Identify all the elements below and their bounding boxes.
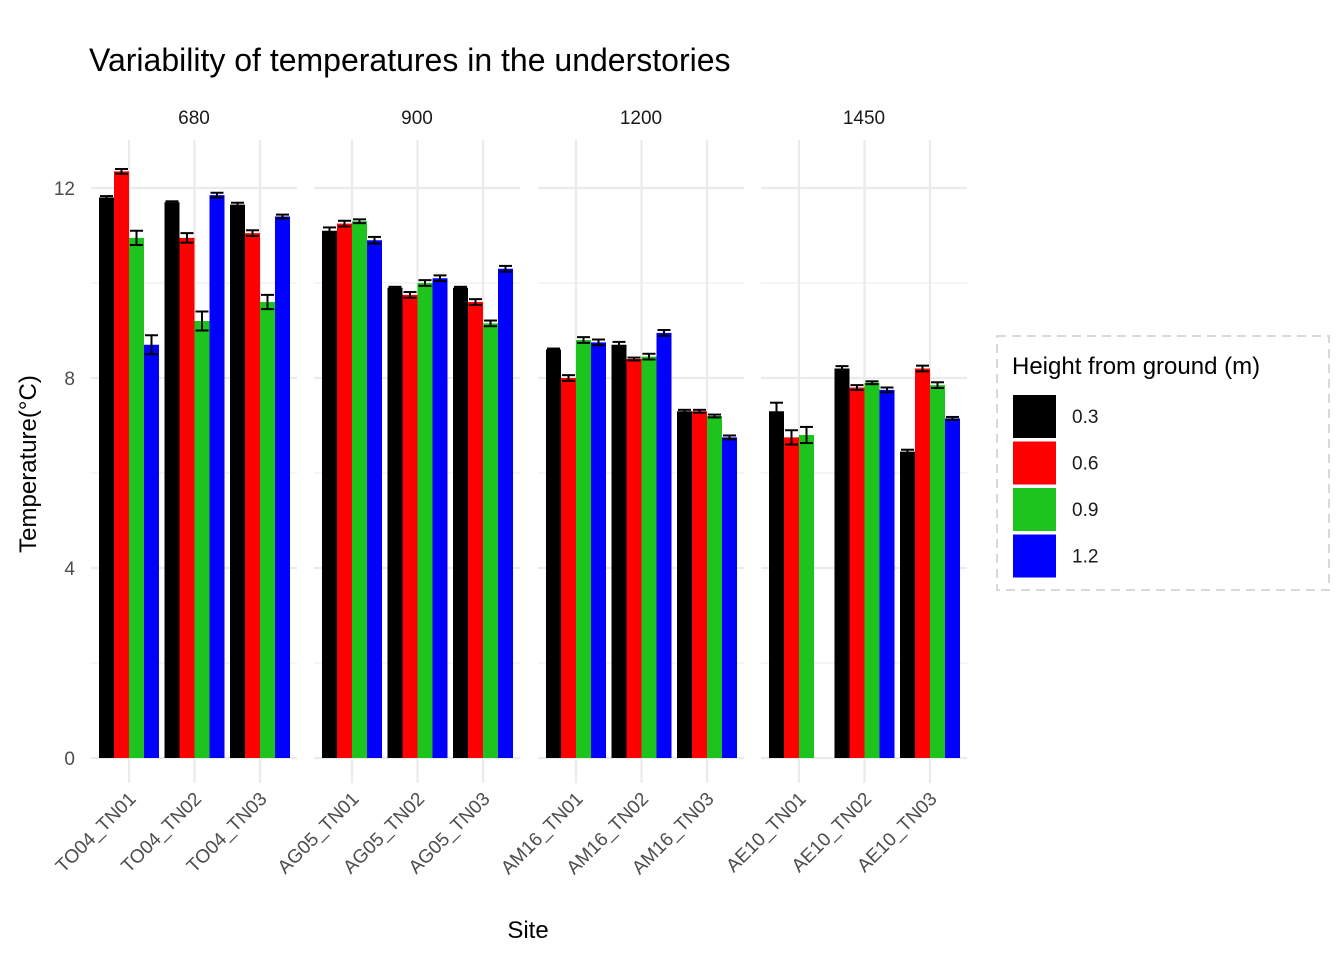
bar: [417, 283, 433, 758]
x-axis-title: Site: [507, 917, 548, 944]
bar: [611, 344, 627, 758]
bar: [275, 216, 290, 758]
bar: [879, 389, 895, 758]
facet-label: 680: [178, 108, 210, 129]
y-tick-label: 12: [54, 179, 75, 200]
facet-label: 1450: [843, 108, 885, 129]
bar: [591, 342, 606, 758]
bar: [144, 344, 159, 758]
bar: [352, 221, 367, 758]
bar: [626, 359, 642, 758]
y-tick-label: 8: [64, 369, 75, 390]
bar: [164, 202, 180, 758]
bar: [245, 233, 260, 758]
bar: [546, 349, 561, 758]
bar: [576, 340, 591, 758]
bar: [915, 368, 930, 758]
legend-swatch: [1013, 395, 1056, 438]
bar: [453, 287, 468, 758]
legend-items: 0.3 0.6 0.9 1.2: [1013, 395, 1098, 578]
bar: [900, 451, 915, 758]
legend-frame: [996, 335, 1330, 591]
bar: [769, 411, 784, 758]
chart-title: Variability of temperatures in the under…: [89, 42, 731, 78]
legend: Height from ground (m) 0.3 0.6 0.9 1.2: [996, 335, 1330, 591]
legend-label: 0.3: [1072, 407, 1098, 428]
bar: [129, 237, 144, 758]
bar: [834, 368, 850, 758]
bar: [930, 385, 945, 758]
bar: [322, 230, 337, 758]
legend-title: Height from ground (m): [1012, 353, 1260, 380]
bar: [337, 223, 352, 758]
bar: [641, 356, 657, 758]
facet-label: 900: [401, 108, 433, 129]
bar: [707, 416, 722, 758]
y-tick-label: 4: [64, 559, 75, 580]
bar: [692, 411, 707, 758]
bar: [784, 437, 799, 758]
bar: [945, 418, 960, 758]
bar: [260, 302, 275, 758]
legend-label: 1.2: [1072, 547, 1098, 568]
facet-label: 1200: [620, 108, 662, 129]
bar: [849, 387, 865, 758]
bar: [498, 268, 513, 758]
legend-label: 0.9: [1072, 500, 1098, 521]
bar: [864, 382, 880, 758]
bar: [483, 323, 498, 758]
y-axis-title: Temperature(°C): [15, 375, 42, 553]
bar: [799, 435, 814, 758]
bar: [99, 197, 114, 758]
legend-swatch: [1013, 488, 1056, 531]
bar: [656, 332, 672, 758]
bar: [468, 302, 483, 758]
bar: [677, 411, 692, 758]
bar: [209, 195, 225, 758]
bar: [194, 321, 210, 758]
bar: [179, 237, 195, 758]
bar: [432, 278, 448, 758]
bar: [230, 204, 245, 758]
bar: [387, 287, 403, 758]
legend-swatch: [1013, 534, 1056, 578]
bar: [722, 437, 737, 758]
bar: [561, 378, 576, 758]
y-tick-label: 0: [64, 749, 75, 770]
bar: [402, 294, 418, 758]
bar: [367, 240, 382, 758]
bars-layer: [99, 168, 960, 758]
legend-swatch: [1013, 441, 1056, 485]
legend-label: 0.6: [1072, 454, 1098, 475]
bar: [114, 171, 129, 758]
